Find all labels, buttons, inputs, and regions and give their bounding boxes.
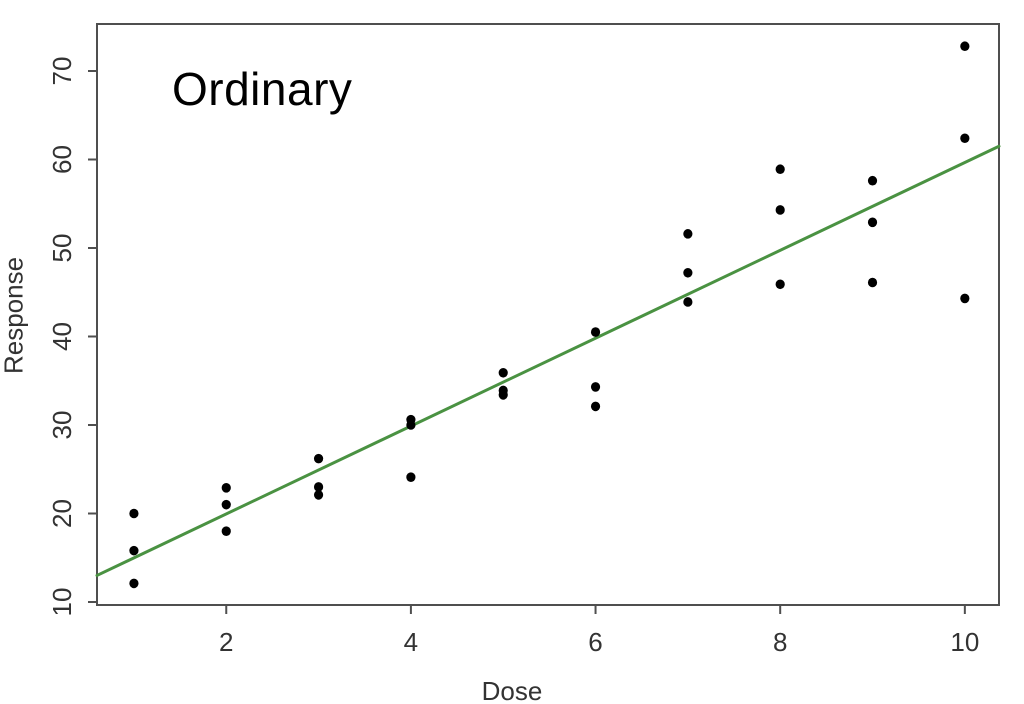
data-point [221,483,231,493]
y-axis-tick-label: 60 [47,145,77,174]
regression-line [95,144,1001,577]
data-point [590,327,601,337]
data-point [129,578,139,589]
x-axis-tick-label: 4 [404,627,418,657]
x-axis-tick-label: 6 [588,627,602,657]
data-point [867,277,878,288]
plot-frame [96,23,1000,606]
y-axis-tick-label: 70 [47,57,77,86]
x-axis-tick-label: 2 [219,627,233,657]
data-point [498,390,508,400]
data-point [129,508,139,519]
x-axis-label: Dose [481,676,543,704]
x-axis-tick-label: 10 [950,627,979,657]
data-point [960,41,970,52]
y-axis-tick-label: 10 [47,588,77,617]
data-point [775,279,785,290]
y-axis-tick-label: 50 [47,234,77,263]
x-axis-tick-label: 8 [773,627,787,657]
y-axis-tick-label: 20 [47,499,77,528]
data-point [683,297,693,307]
plot-title: Ordinary [172,63,353,115]
y-axis-label: Response [0,256,29,375]
data-point [683,229,693,239]
data-point [406,420,416,430]
data-point [960,293,970,304]
data-point [867,175,878,186]
data-point [590,382,601,392]
data-point [313,482,324,492]
data-point [221,499,231,510]
y-axis-tick-label: 40 [47,322,77,351]
data-point [221,526,231,536]
data-point [313,490,324,500]
y-axis-tick-label: 30 [47,411,77,440]
data-point [590,401,601,412]
data-point [960,133,970,144]
data-point [129,545,139,556]
data-point [406,472,416,483]
data-point [867,217,878,228]
data-point [775,205,785,215]
data-point [313,453,324,464]
data-point [683,267,693,278]
data-point [775,164,785,175]
data-point [498,367,508,378]
